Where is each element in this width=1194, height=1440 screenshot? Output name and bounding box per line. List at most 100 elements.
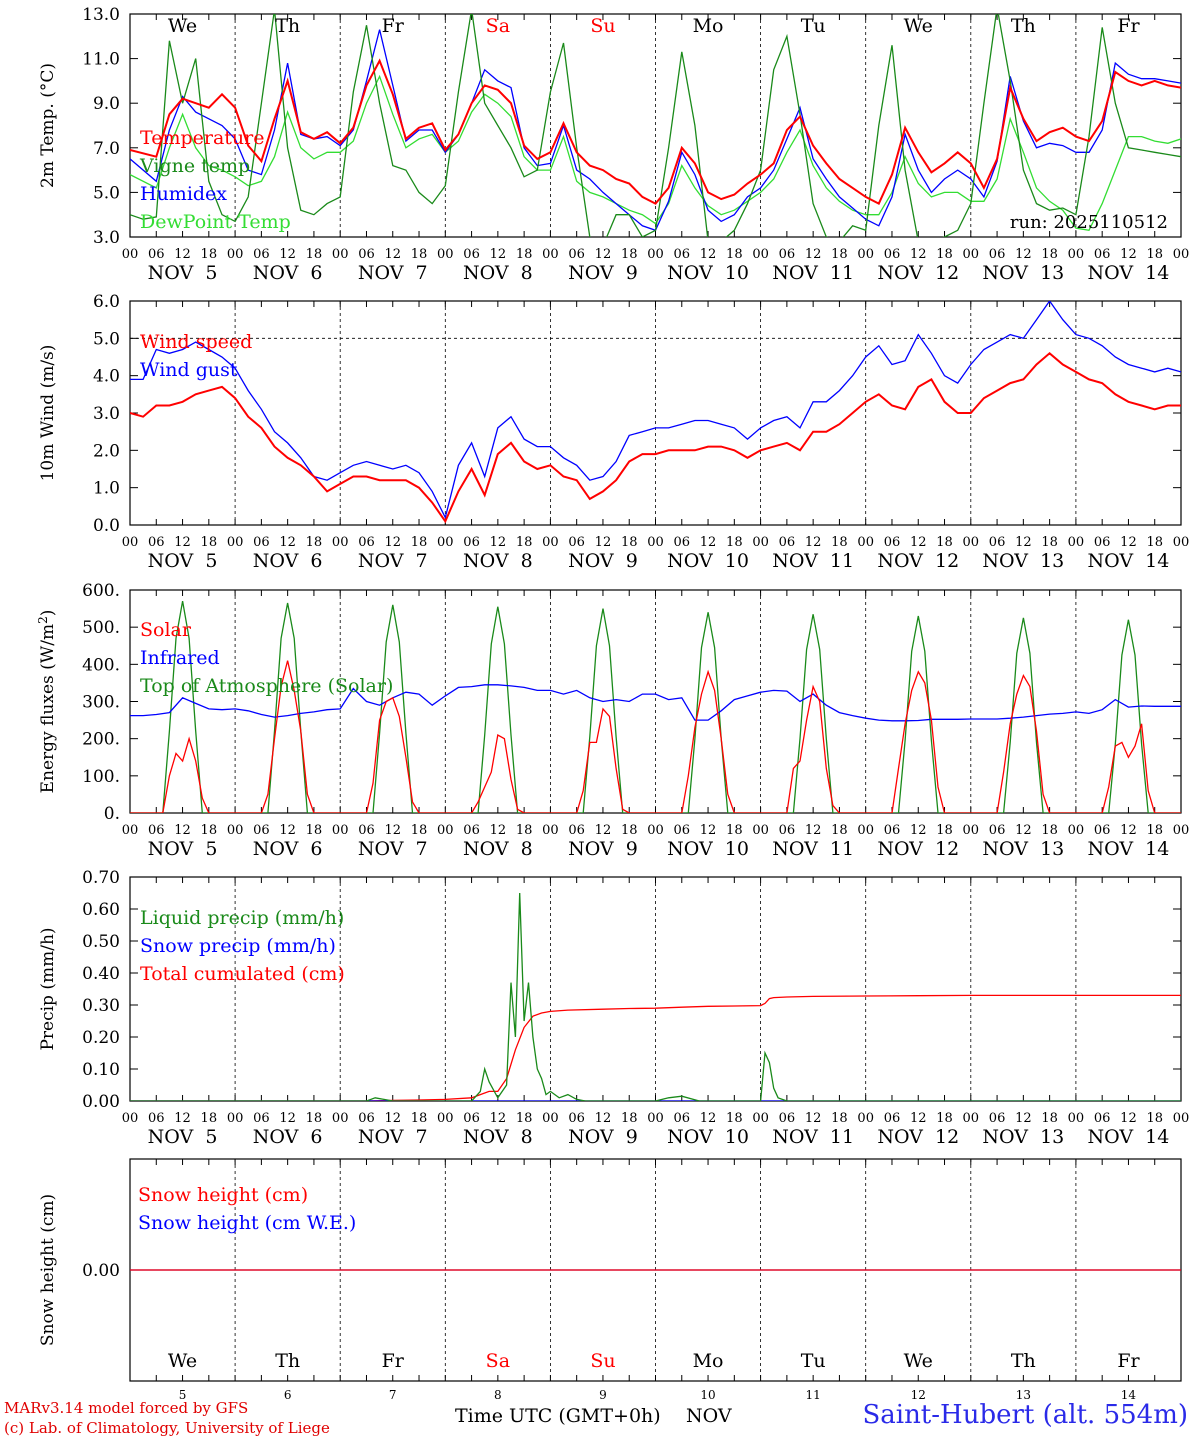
hour-tick-label: 00: [227, 247, 244, 262]
y-tick-label: 400.: [82, 655, 120, 675]
y-axis-label: 2m Temp. (°C): [38, 63, 58, 188]
date-label: NOV 12: [877, 550, 959, 572]
y-tick-label: 0.40: [82, 964, 120, 984]
hour-tick-label: 06: [1094, 823, 1111, 838]
hour-tick-label: 18: [306, 823, 323, 838]
hour-tick-label: 06: [253, 535, 270, 550]
weekday-label: Fr: [382, 15, 405, 37]
hour-tick-label: 18: [726, 1111, 743, 1126]
hour-tick-label: 12: [1015, 823, 1032, 838]
y-tick-label: 0.50: [82, 932, 120, 952]
y-axis-label: Precip (mm/h): [38, 927, 58, 1050]
hour-tick-label: 12: [384, 535, 401, 550]
hour-tick-label: 18: [201, 1111, 218, 1126]
hour-tick-label: 18: [1146, 535, 1163, 550]
y-tick-label: 100.: [82, 767, 120, 787]
date-label: NOV 10: [667, 1126, 749, 1148]
hour-tick-label: 00: [1173, 247, 1190, 262]
hour-tick-label: 06: [463, 823, 480, 838]
date-label: NOV 13: [982, 550, 1064, 572]
hour-tick-label: 06: [674, 247, 691, 262]
date-label: NOV 6: [253, 550, 323, 572]
hour-tick-label: 06: [568, 1111, 585, 1126]
y-tick-label: 0.0: [93, 516, 120, 536]
date-label: NOV 13: [982, 838, 1064, 860]
hour-tick-label: 06: [674, 535, 691, 550]
hour-tick-label: 18: [936, 247, 953, 262]
hour-tick-label: 00: [752, 247, 769, 262]
y-tick-label: 0.: [104, 804, 120, 824]
hour-tick-label: 18: [1041, 823, 1058, 838]
y-axis-label: Energy fluxes (W/m2): [36, 610, 58, 794]
hour-tick-label: 00: [1068, 247, 1085, 262]
day-number: 10: [700, 1388, 715, 1402]
weekday-label: Mo: [693, 15, 724, 37]
hour-tick-label: 18: [1041, 1111, 1058, 1126]
hour-tick-label: 12: [1015, 535, 1032, 550]
y-tick-label: 13.0: [82, 5, 120, 25]
hour-tick-label: 12: [384, 1111, 401, 1126]
hour-tick-label: 12: [910, 823, 927, 838]
hour-tick-label: 18: [831, 1111, 848, 1126]
y-tick-label: 0.00: [82, 1092, 120, 1112]
date-label: NOV 12: [877, 1126, 959, 1148]
hour-tick-label: 06: [674, 823, 691, 838]
hour-tick-label: 06: [989, 535, 1006, 550]
hour-tick-label: 18: [831, 247, 848, 262]
hour-tick-label: 18: [411, 823, 428, 838]
y-tick-label: 0.20: [82, 1028, 120, 1048]
hour-tick-label: 06: [148, 823, 165, 838]
hour-tick-label: 06: [358, 535, 375, 550]
hour-tick-label: 12: [174, 247, 191, 262]
series-line-solar: [130, 660, 1181, 813]
hour-tick-label: 06: [1094, 247, 1111, 262]
date-label: NOV 11: [772, 262, 854, 284]
y-tick-label: 7.0: [93, 139, 120, 159]
hour-tick-label: 12: [595, 1111, 612, 1126]
hour-tick-label: 18: [306, 1111, 323, 1126]
hour-tick-label: 00: [857, 1111, 874, 1126]
hour-tick-label: 00: [332, 535, 349, 550]
y-tick-label: 3.0: [93, 228, 120, 248]
weekday-label: Mo: [693, 1350, 724, 1372]
day-number: 5: [179, 1388, 187, 1402]
hour-tick-label: 18: [936, 535, 953, 550]
hour-tick-label: 00: [437, 823, 454, 838]
legend-item: Snow precip (mm/h): [140, 935, 336, 957]
hour-tick-label: 00: [1173, 823, 1190, 838]
hour-tick-label: 18: [621, 1111, 638, 1126]
hour-tick-label: 00: [752, 1111, 769, 1126]
hour-tick-label: 06: [463, 535, 480, 550]
hour-tick-label: 12: [910, 535, 927, 550]
hour-tick-label: 06: [1094, 535, 1111, 550]
station-title: Saint-Hubert (alt. 554m): [862, 1400, 1188, 1430]
hour-tick-label: 06: [568, 247, 585, 262]
date-label: NOV 11: [772, 550, 854, 572]
hour-tick-label: 18: [621, 823, 638, 838]
hour-tick-label: 18: [936, 823, 953, 838]
day-number: 13: [1016, 1388, 1031, 1402]
legend-item: Solar: [140, 619, 192, 641]
y-tick-label: 5.0: [93, 329, 120, 349]
hour-tick-label: 06: [568, 823, 585, 838]
weekday-label: Fr: [382, 1350, 405, 1372]
hour-tick-label: 00: [963, 535, 980, 550]
hour-tick-label: 18: [201, 823, 218, 838]
hour-tick-label: 00: [227, 1111, 244, 1126]
hour-tick-label: 06: [148, 1111, 165, 1126]
lab-credit: (c) Lab. of Climatology, University of L…: [4, 1419, 330, 1437]
hour-tick-label: 18: [831, 535, 848, 550]
date-label: NOV 11: [772, 838, 854, 860]
legend-item: Snow height (cm W.E.): [138, 1212, 356, 1234]
y-tick-label: 600.: [82, 581, 120, 601]
weekday-label: Fr: [1117, 15, 1140, 37]
weekday-label: Th: [275, 15, 300, 37]
hour-tick-label: 06: [779, 1111, 796, 1126]
legend-item: Top of Atmosphere (Solar): [140, 675, 393, 697]
hour-tick-label: 12: [174, 535, 191, 550]
hour-tick-label: 00: [227, 823, 244, 838]
weekday-label: Su: [590, 15, 615, 37]
hour-tick-label: 18: [1041, 535, 1058, 550]
hour-tick-label: 00: [963, 823, 980, 838]
hour-tick-label: 06: [989, 247, 1006, 262]
